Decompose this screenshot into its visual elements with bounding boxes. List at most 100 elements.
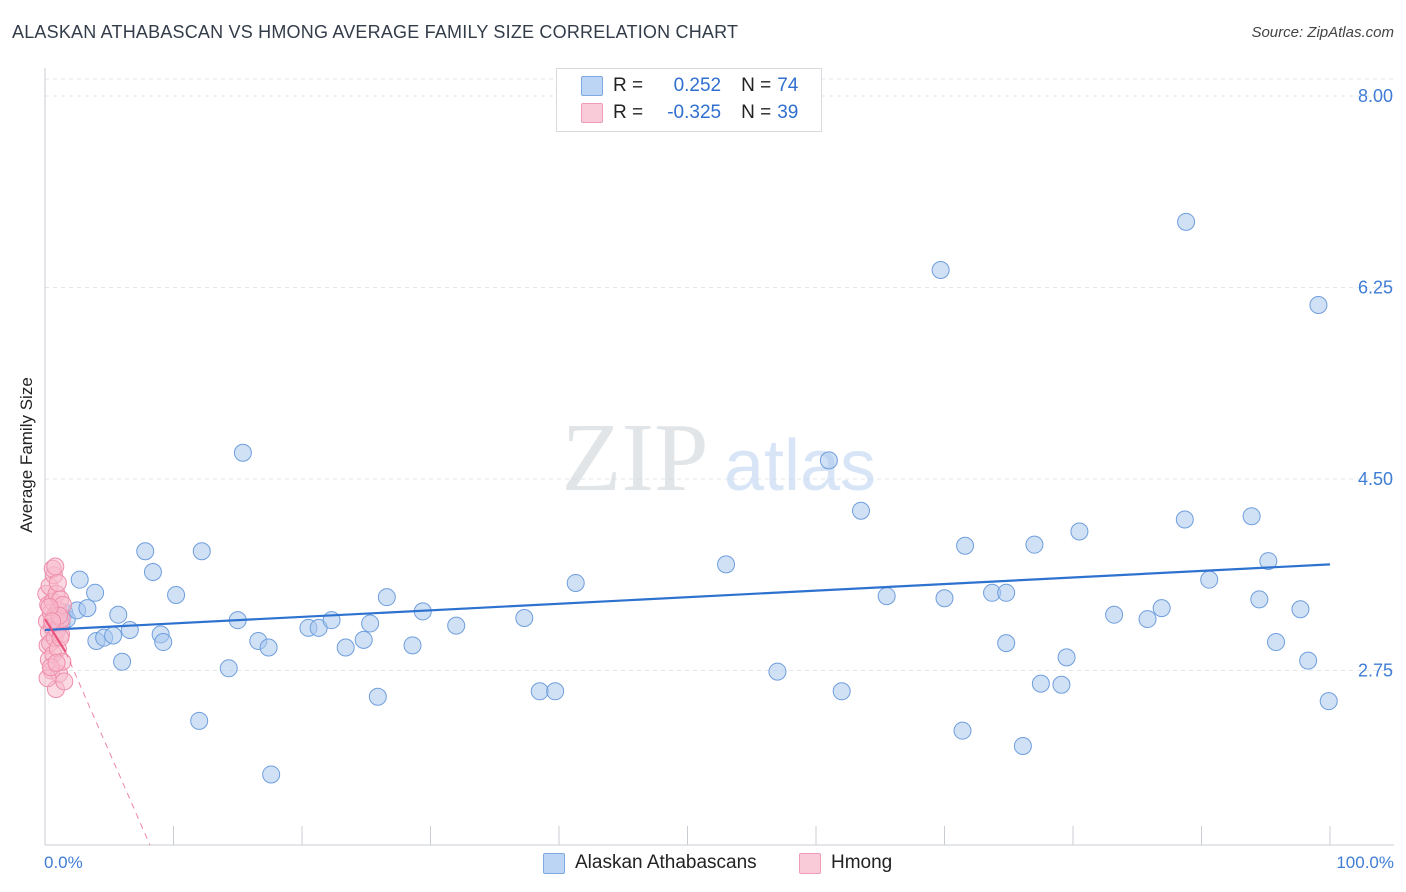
- data-point-alaskan: [877, 587, 896, 606]
- bottom-legend-hmong: Hmong: [799, 852, 892, 874]
- data-point-alaskan: [1291, 600, 1310, 619]
- data-point-alaskan: [361, 614, 380, 633]
- data-point-alaskan: [1200, 570, 1219, 589]
- data-point-alaskan: [546, 682, 565, 701]
- data-point-alaskan: [336, 638, 355, 657]
- legend-r-value-hmong: -0.325: [667, 102, 722, 123]
- data-point-alaskan: [233, 443, 252, 462]
- legend-r-value-alaskan: 0.252: [673, 75, 722, 96]
- data-point-alaskan: [1070, 522, 1089, 541]
- data-point-alaskan: [368, 687, 387, 706]
- data-point-alaskan: [262, 765, 281, 784]
- legend-n-label: N =: [741, 102, 772, 123]
- data-point-alaskan: [192, 542, 211, 561]
- legend-swatch-pink: [581, 103, 603, 123]
- data-point-alaskan: [931, 260, 950, 279]
- data-point-alaskan: [935, 589, 954, 608]
- watermark-atlas: atlas: [724, 426, 876, 506]
- legend-row-hmong: R = -0.325 N = 39: [581, 101, 798, 125]
- trend-line-alaskan: [44, 563, 1331, 632]
- data-point-alaskan: [113, 652, 132, 671]
- data-point-alaskan: [832, 682, 851, 701]
- data-point-alaskan: [1057, 648, 1076, 667]
- legend-r-label: R =: [613, 75, 644, 96]
- data-point-alaskan: [377, 588, 396, 607]
- data-point-alaskan: [515, 608, 534, 627]
- data-point-alaskan: [109, 605, 128, 624]
- data-point-hmong: [46, 557, 65, 576]
- bottom-legend-swatch-pink: [799, 852, 821, 874]
- data-point-alaskan: [1259, 552, 1278, 571]
- data-point-alaskan: [403, 636, 422, 655]
- legend-row-alaskan: R = 0.252 N = 74: [581, 74, 798, 98]
- chart-source: Source: ZipAtlas.com: [1251, 24, 1394, 41]
- data-point-alaskan: [259, 638, 278, 657]
- data-point-alaskan: [1105, 605, 1124, 624]
- data-point-alaskan: [1175, 510, 1194, 529]
- x-tick-min: 0.0%: [44, 853, 83, 872]
- data-point-alaskan: [1177, 212, 1196, 231]
- data-point-alaskan: [851, 501, 870, 520]
- data-point-alaskan: [1319, 692, 1338, 711]
- data-point-alaskan: [997, 634, 1016, 653]
- data-point-alaskan: [1052, 675, 1071, 694]
- data-point-hmong: [55, 672, 74, 691]
- gridlines: [45, 78, 1394, 671]
- y-tick-label: 8.00: [1358, 86, 1393, 106]
- y-tick-label: 4.50: [1358, 469, 1393, 489]
- bottom-legend-label-alaskan: Alaskan Athabascans: [575, 852, 757, 873]
- data-point-alaskan: [530, 682, 549, 701]
- data-point-alaskan: [953, 721, 972, 740]
- data-point-alaskan: [136, 542, 155, 561]
- y-tick-label: 6.25: [1358, 278, 1393, 298]
- legend-n-label: N =: [741, 75, 772, 96]
- data-point-alaskan: [354, 630, 373, 649]
- data-point-alaskan: [447, 616, 466, 635]
- x-tick-max: 100.0%: [1336, 853, 1394, 872]
- data-point-alaskan: [956, 536, 975, 555]
- data-point-alaskan: [1031, 674, 1050, 693]
- bottom-legend-label-hmong: Hmong: [831, 852, 893, 873]
- trend-line-hmong-extension: [65, 651, 151, 846]
- data-point-alaskan: [768, 662, 787, 681]
- chart-title: ALASKAN ATHABASCAN VS HMONG AVERAGE FAMI…: [12, 22, 739, 42]
- watermark-zip: ZIP: [562, 404, 709, 512]
- data-point-alaskan: [86, 583, 105, 602]
- stats-legend: R = 0.252 N = 74 R = -0.325 N = 39: [556, 68, 822, 132]
- data-point-alaskan: [1138, 610, 1157, 629]
- data-point-alaskan: [219, 659, 238, 678]
- data-point-alaskan: [1025, 535, 1044, 554]
- data-point-hmong: [48, 573, 67, 592]
- data-point-hmong: [47, 653, 66, 672]
- tick-labels: 8.00 6.25 4.50 2.75: [1358, 86, 1393, 681]
- data-point-alaskan: [154, 633, 173, 652]
- bottom-legend-alaskan: Alaskan Athabascans: [543, 852, 757, 874]
- legend-swatch-blue: [581, 76, 603, 96]
- data-point-alaskan: [997, 583, 1016, 602]
- data-point-alaskan: [167, 585, 186, 604]
- y-tick-label: 2.75: [1358, 661, 1393, 681]
- watermark: ZIP atlas: [562, 404, 877, 512]
- data-point-alaskan: [1267, 633, 1286, 652]
- data-point-alaskan: [1299, 651, 1318, 670]
- data-point-alaskan: [1309, 296, 1328, 315]
- data-point-alaskan: [1152, 599, 1171, 618]
- data-point-alaskan: [1250, 590, 1269, 609]
- data-point-alaskan: [819, 451, 838, 470]
- bottom-legend-swatch-blue: [543, 852, 565, 874]
- data-point-alaskan: [717, 555, 736, 574]
- legend-n-value-alaskan: 74: [777, 75, 799, 96]
- data-point-alaskan: [78, 599, 97, 618]
- data-point-alaskan: [143, 563, 162, 582]
- legend-r-label: R =: [613, 102, 644, 123]
- trend-line-hmong: [44, 618, 67, 653]
- trend-lines: [44, 563, 1331, 846]
- series-alaskan-athabascans: [50, 212, 1338, 784]
- data-point-alaskan: [1013, 737, 1032, 756]
- data-point-alaskan: [566, 573, 585, 592]
- data-point-alaskan: [190, 711, 209, 730]
- data-point-alaskan: [104, 626, 123, 645]
- legend-n-value-hmong: 39: [777, 102, 799, 123]
- data-point-alaskan: [1242, 507, 1261, 526]
